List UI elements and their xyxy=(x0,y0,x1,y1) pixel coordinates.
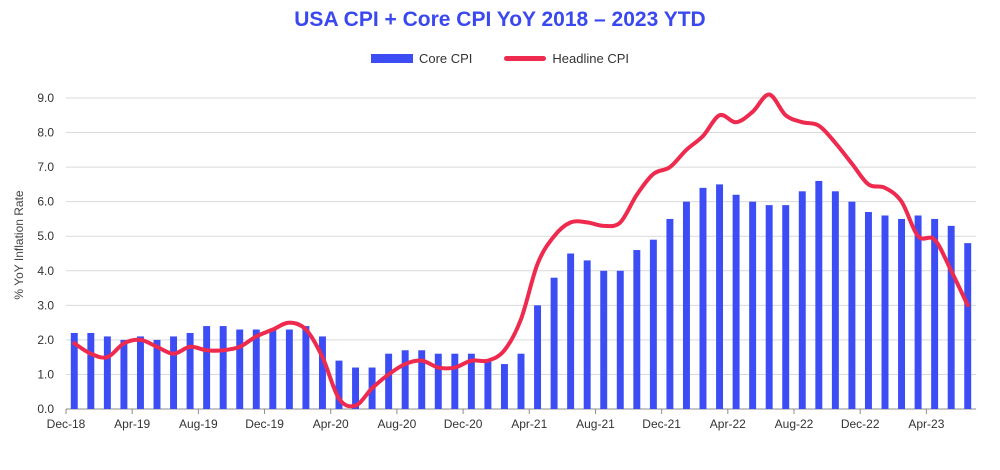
bar-core-cpi xyxy=(848,201,856,409)
x-tick-label: Dec-21 xyxy=(642,417,681,431)
bar-core-cpi xyxy=(782,205,790,409)
bar-core-cpi xyxy=(765,205,773,409)
bar-core-cpi xyxy=(219,326,227,409)
legend-swatch-headline-cpi xyxy=(504,56,547,61)
bar-core-cpi xyxy=(451,353,459,409)
bar-core-cpi xyxy=(236,329,244,409)
bar-core-cpi xyxy=(716,184,724,409)
bar-core-cpi xyxy=(633,250,641,409)
bar-core-cpi xyxy=(153,339,161,409)
bar-core-cpi xyxy=(335,360,343,409)
bar-core-cpi xyxy=(931,218,939,409)
x-tick-label: Apr-19 xyxy=(114,417,150,431)
bar-core-cpi xyxy=(881,215,889,409)
bar-core-cpi xyxy=(749,201,757,409)
x-tick-label: Dec-22 xyxy=(841,417,880,431)
bar-core-cpi xyxy=(616,270,624,409)
x-tick-label: Apr-22 xyxy=(710,417,746,431)
legend-item-headline-cpi: Headline CPI xyxy=(504,51,629,66)
x-tick-label: Apr-21 xyxy=(511,417,547,431)
bar-core-cpi xyxy=(699,187,707,409)
bar-core-cpi xyxy=(550,277,558,409)
bar-core-cpi xyxy=(70,332,78,409)
x-tick-label: Dec-19 xyxy=(245,417,284,431)
y-tick-label: 8.0 xyxy=(37,126,54,140)
chart-title: USA CPI + Core CPI YoY 2018 – 2023 YTD xyxy=(294,8,706,31)
y-tick-label: 4.0 xyxy=(37,264,54,278)
bar-core-cpi xyxy=(600,270,608,409)
bar-core-cpi xyxy=(649,239,657,409)
bar-core-cpi xyxy=(418,350,426,409)
bar-core-cpi xyxy=(285,329,293,409)
bar-core-cpi xyxy=(203,326,211,409)
x-tick-label: Apr-23 xyxy=(908,417,944,431)
bar-core-cpi xyxy=(484,360,492,409)
legend: Core CPI Headline CPI xyxy=(0,51,1000,66)
legend-swatch-core-cpi xyxy=(370,54,413,63)
bar-core-cpi xyxy=(269,329,277,409)
bar-core-cpi xyxy=(120,339,128,409)
bar-core-cpi xyxy=(666,218,674,409)
bar-core-cpi xyxy=(947,225,955,409)
bar-core-cpi xyxy=(567,253,575,409)
y-tick-label: 0.0 xyxy=(37,402,54,416)
x-tick-label: Dec-18 xyxy=(47,417,86,431)
bar-core-cpi xyxy=(831,191,839,409)
bar-core-cpi xyxy=(186,332,194,409)
legend-label-headline-cpi: Headline CPI xyxy=(552,51,630,66)
bar-core-cpi xyxy=(864,212,872,409)
bar-core-cpi xyxy=(385,353,393,409)
bar-core-cpi xyxy=(302,326,310,409)
bar-core-cpi xyxy=(401,350,409,409)
bar-core-cpi xyxy=(534,305,542,409)
bar-core-cpi xyxy=(87,332,95,409)
y-tick-label: 3.0 xyxy=(37,298,54,312)
y-tick-label: 9.0 xyxy=(37,91,54,105)
y-tick-label: 5.0 xyxy=(37,229,54,243)
bar-core-cpi xyxy=(434,353,442,409)
y-tick-label: 2.0 xyxy=(37,333,54,347)
bar-core-cpi xyxy=(583,260,591,409)
bar-core-cpi xyxy=(103,336,111,409)
bar-core-cpi xyxy=(252,329,260,409)
x-tick-label: Apr-20 xyxy=(313,417,349,431)
legend-item-core-cpi: Core CPI xyxy=(370,51,473,66)
bar-core-cpi xyxy=(732,194,740,409)
bar-core-cpi xyxy=(914,215,922,409)
bar-core-cpi xyxy=(318,336,326,409)
bar-core-cpi xyxy=(798,191,806,409)
bar-core-cpi xyxy=(517,353,525,409)
bar-core-cpi xyxy=(500,364,508,409)
x-tick-label: Aug-22 xyxy=(775,417,814,431)
bar-core-cpi xyxy=(136,336,144,409)
y-tick-label: 6.0 xyxy=(37,195,54,209)
legend-label-core-cpi: Core CPI xyxy=(418,51,473,66)
bar-core-cpi xyxy=(352,367,360,409)
bar-core-cpi xyxy=(815,180,823,409)
x-tick-label: Dec-20 xyxy=(444,417,483,431)
bar-core-cpi xyxy=(682,201,690,409)
y-tick-label: 7.0 xyxy=(37,160,54,174)
bar-core-cpi xyxy=(898,218,906,409)
bar-core-cpi xyxy=(467,353,475,409)
x-tick-label: Aug-21 xyxy=(576,417,615,431)
y-tick-label: 1.0 xyxy=(37,367,54,381)
bar-core-cpi xyxy=(964,243,972,409)
x-tick-label: Aug-20 xyxy=(378,417,417,431)
x-tick-label: Aug-19 xyxy=(179,417,218,431)
bar-core-cpi xyxy=(170,336,178,409)
